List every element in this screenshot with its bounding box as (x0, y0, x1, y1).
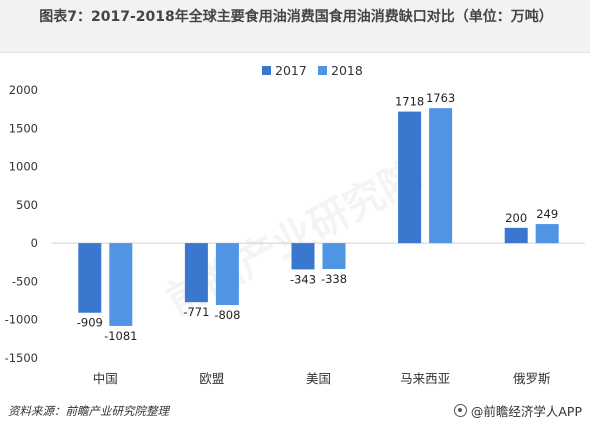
data-label: 200 (505, 211, 527, 225)
bar-2018 (429, 108, 453, 244)
chart-title: 图表7：2017-2018年全球主要食用油消费国食用油消费缺口对比（单位：万吨） (39, 9, 553, 25)
y-tick-label: 1500 (9, 121, 38, 135)
brand-logo-icon (453, 404, 467, 417)
data-label: -1081 (104, 329, 137, 343)
y-tick-label: 500 (16, 198, 38, 212)
data-label: 1718 (395, 95, 424, 109)
data-label: -909 (77, 316, 103, 330)
y-tick-label: -1500 (5, 351, 38, 365)
source-note: 资料来源：前瞻产业研究院整理 (8, 404, 169, 418)
brand-credit: @前瞻经济学人APP (453, 401, 582, 420)
x-category-label: 俄罗斯 (513, 371, 551, 386)
data-label: -338 (321, 272, 347, 286)
y-tick-label: 0 (31, 236, 38, 250)
bar-2018 (322, 243, 346, 270)
bar-2018 (215, 243, 239, 306)
bar-2017 (78, 243, 102, 313)
y-tick-label: 2000 (9, 83, 38, 97)
x-category-label: 马来西亚 (400, 371, 450, 386)
x-category-label: 中国 (93, 371, 118, 386)
data-label: 249 (536, 207, 558, 221)
data-label: -343 (290, 272, 316, 286)
data-label: 1763 (426, 91, 455, 105)
bar-2017 (504, 227, 528, 244)
bar-2018 (109, 243, 133, 326)
bar-2018 (535, 224, 559, 244)
x-category-label: 美国 (306, 371, 331, 386)
data-label: -771 (183, 305, 209, 319)
y-tick-label: -500 (12, 274, 38, 288)
legend-label: 2017 (275, 63, 307, 78)
bar-2017 (291, 243, 315, 270)
legend-label: 2018 (331, 63, 363, 78)
legend-swatch (262, 66, 271, 75)
y-tick-label: 1000 (9, 160, 38, 174)
brand-text: @前瞻经济学人APP (470, 404, 582, 419)
y-tick-label: -1000 (5, 313, 38, 327)
x-category-label: 欧盟 (199, 371, 224, 386)
legend-swatch (318, 66, 327, 75)
data-label: -808 (214, 308, 240, 322)
bar-2017 (184, 243, 208, 303)
title-bar: 图表7：2017-2018年全球主要食用油消费国食用油消费缺口对比（单位：万吨） (0, 0, 590, 53)
bar-2017 (398, 111, 422, 244)
